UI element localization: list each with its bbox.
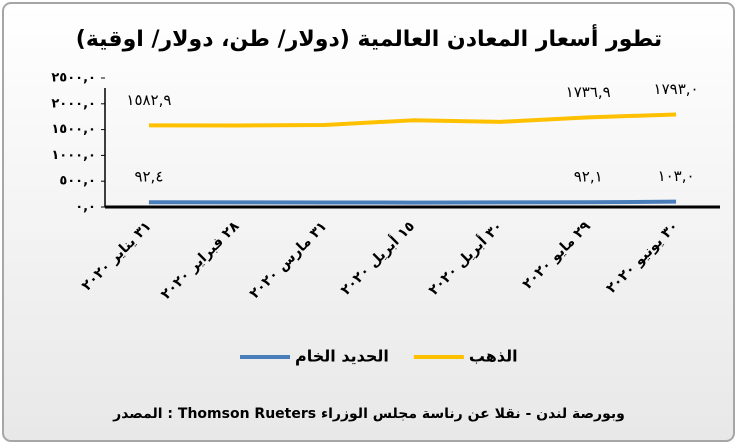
- data-label: ١٥٨٢,٩: [126, 91, 171, 109]
- y-tick-label: ٢٠٠٠,٠: [51, 96, 96, 111]
- data-label: ٩٢,٤: [134, 168, 163, 186]
- source-note: المصدر : Thomson Rueters وبورصة لندن - ن…: [112, 406, 625, 422]
- chart-title: تطور أسعار المعادن العالمية (دولار/ طن، …: [76, 23, 662, 52]
- data-label: ١٧٣٦,٩: [566, 83, 611, 101]
- y-tick-label: ٥٠٠,٠: [59, 174, 96, 189]
- y-tick-label: ٢٥٠٠,٠: [51, 71, 96, 86]
- y-tick-label: ٠,٠: [75, 200, 96, 215]
- legend-label: الحديد الخام: [295, 347, 389, 366]
- series-line: [148, 199, 677, 205]
- legend-label: الذهب: [469, 347, 518, 366]
- data-label: ١٧٩٣,٠: [654, 80, 699, 98]
- y-tick-label: ١٠٠٠,٠: [51, 148, 96, 163]
- y-tick-label: ١٥٠٠,٠: [51, 122, 96, 137]
- data-label: ١٠٣,٠: [658, 167, 695, 185]
- series-line: [148, 112, 677, 128]
- data-label: ٩٢,١: [574, 168, 603, 186]
